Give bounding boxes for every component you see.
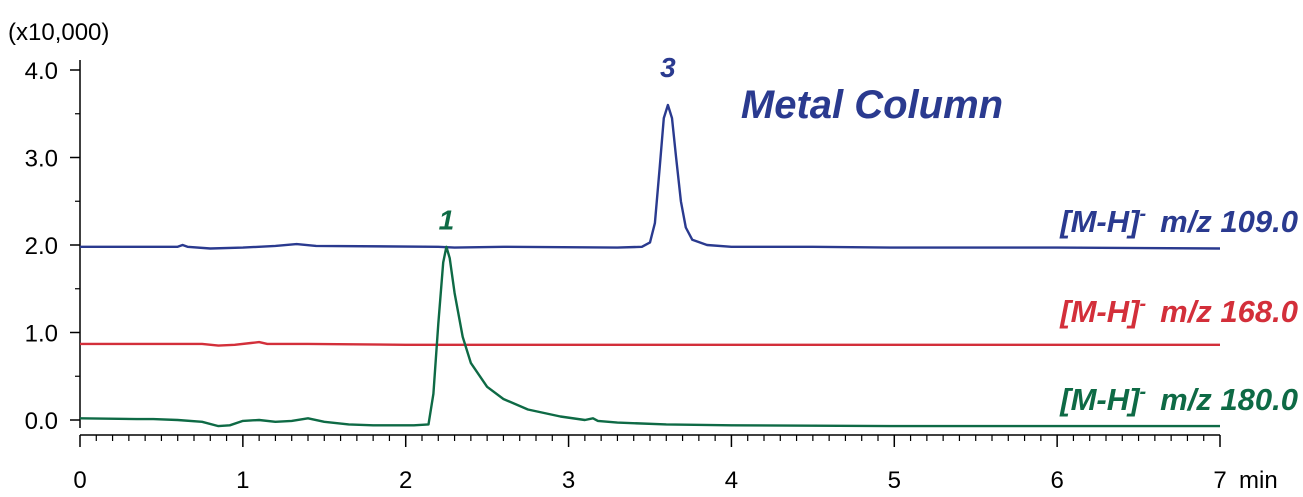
peak-label: 3 [660, 52, 676, 83]
peak-label: 1 [439, 204, 455, 235]
y-tick-label: 4.0 [25, 58, 58, 85]
x-tick-label: 4 [725, 467, 738, 494]
x-tick-label: 2 [399, 467, 412, 494]
x-tick-label: 6 [1050, 467, 1063, 494]
series-line [79, 245, 1220, 428]
x-tick-label: 7 [1213, 467, 1226, 494]
labels-layer: [M-H]- m/z 109.0 [M-H]- m/z 168.0 [M-H]- m/z … [439, 52, 1298, 417]
series-line [80, 340, 1220, 347]
y-tick-label: 2.0 [25, 233, 58, 260]
x-tick-label: 1 [236, 467, 249, 494]
x-tick-label: 3 [562, 467, 575, 494]
series-layer [79, 103, 1221, 428]
chart-title: Metal Column [741, 83, 1003, 127]
series-line [80, 103, 1221, 250]
x-axis-label: min [1239, 467, 1278, 494]
series-label: [M-H]- m/z 168.0 [1059, 293, 1298, 329]
series-label: [M-H]- m/z 180.0 [1059, 381, 1298, 417]
y-multiplier-label: (x10,000) [8, 19, 109, 46]
y-tick-label: 1.0 [25, 321, 58, 348]
y-tick-label: 3.0 [25, 146, 58, 173]
x-tick-label: 0 [73, 467, 86, 494]
axes: 0.0 1.0 2.0 3.0 4.0 0 1 2 3 4 5 6 7 [25, 58, 1227, 494]
series-label: [M-H]- m/z 109.0 [1059, 203, 1298, 239]
y-tick-label: 0.0 [25, 408, 58, 435]
x-tick-label: 5 [888, 467, 901, 494]
